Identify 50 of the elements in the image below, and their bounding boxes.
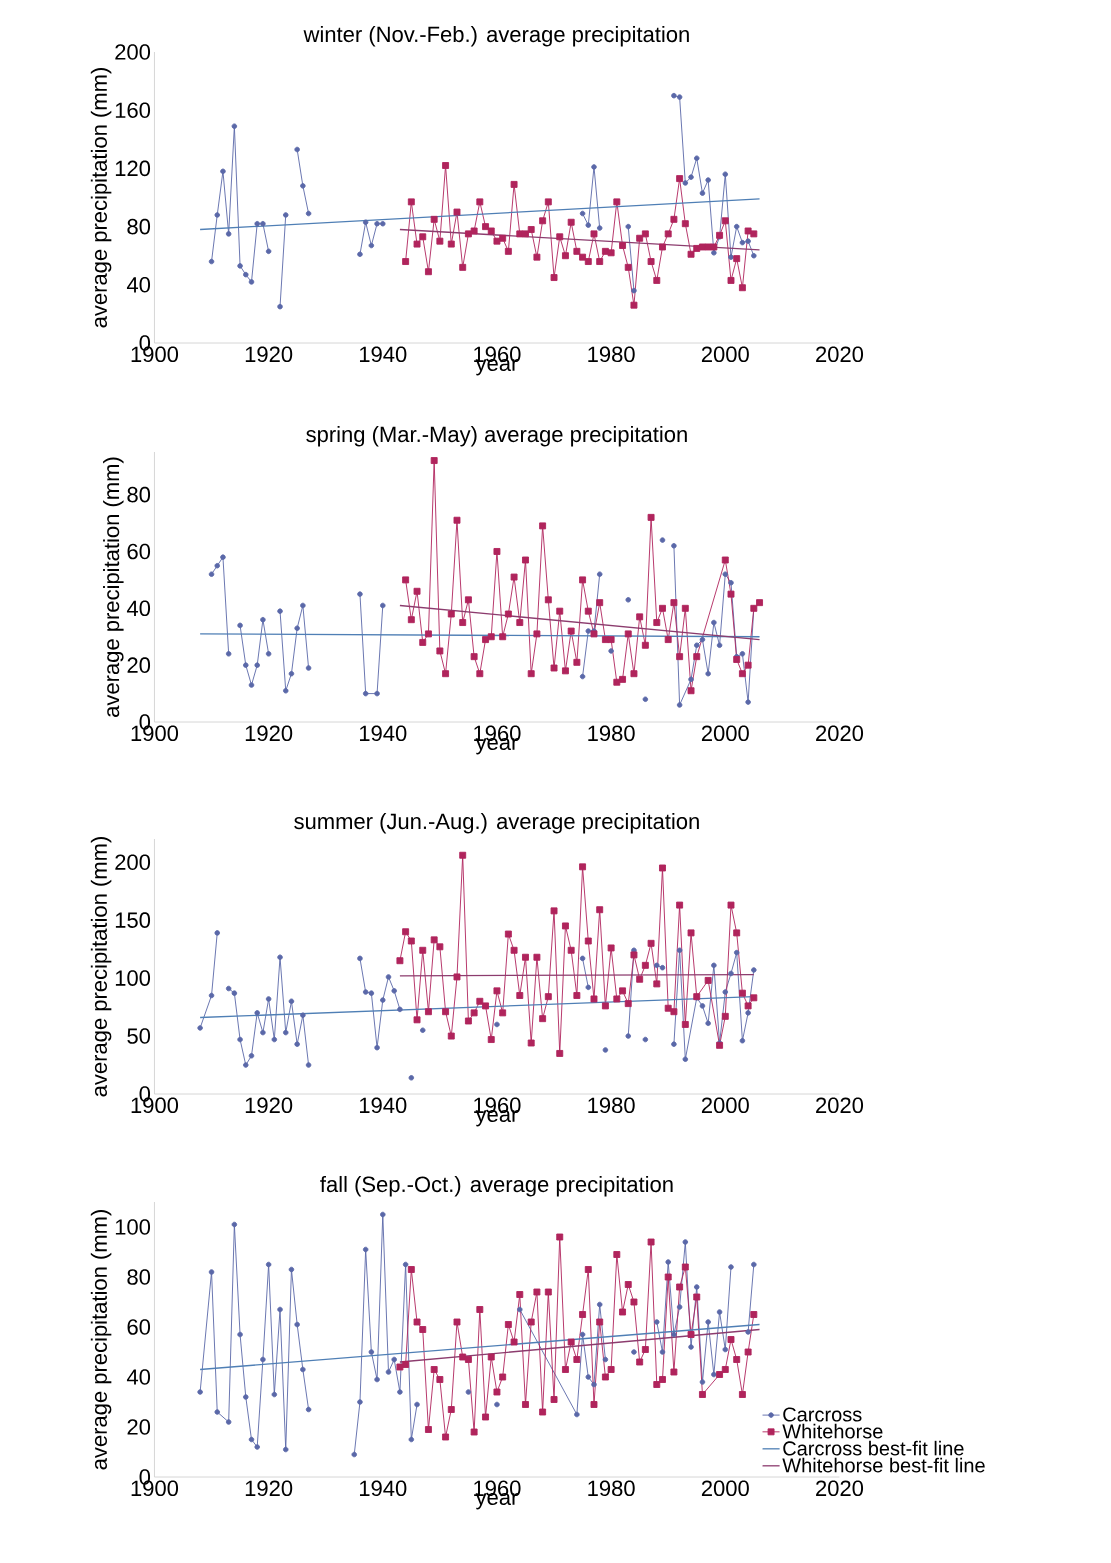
x-tick-label: 2000 (701, 1480, 749, 1497)
y-tick-label: 50 (127, 1028, 150, 1044)
x-tick-label: 1940 (359, 725, 407, 742)
x-tick-label: 1940 (359, 1480, 407, 1497)
legend-label: Whitehorse best-fit line (782, 1457, 985, 1473)
y-axis-title: average precipitation (mm) (90, 837, 112, 1097)
y-tick-label: 100 (115, 970, 150, 986)
x-tick-label: 1920 (245, 1097, 292, 1114)
y-tick-label: 200 (115, 44, 150, 60)
x-tick-label: 1920 (245, 346, 292, 363)
chart-title: spring (Mar.-May) average precipitation (305, 425, 687, 447)
y-tick-label: 60 (127, 1319, 150, 1335)
y-tick-label: 40 (126, 277, 150, 293)
x-tick-label: 1940 (359, 346, 407, 363)
x-tick-label: 2000 (701, 1097, 749, 1114)
y-tick-label: 80 (127, 218, 150, 235)
chart-title: summer (Jun.-Aug.) average precipitation (293, 812, 699, 834)
x-tick-label: 1980 (588, 1480, 635, 1497)
x-tick-label: 2020 (815, 346, 863, 363)
y-tick-label: 160 (115, 102, 150, 118)
y-tick-label: 20 (127, 1419, 150, 1435)
x-tick-label: 2020 (815, 1097, 863, 1114)
y-tick-label: 120 (115, 160, 150, 177)
legend-label: Carcross best-fit line (783, 1440, 964, 1456)
y-tick-label: 60 (127, 543, 150, 560)
legend-label: Carcross (783, 1407, 862, 1422)
x-tick-label: 2000 (701, 346, 749, 363)
x-tick-label: 1980 (588, 725, 635, 742)
y-tick-label: 20 (127, 657, 150, 673)
y-tick-label: 40 (126, 600, 150, 617)
y-tick-label: 100 (115, 1219, 150, 1235)
legend-label: Whitehorse (782, 1423, 883, 1439)
y-tick-label: 80 (127, 486, 150, 503)
x-tick-label: 2000 (701, 725, 749, 742)
y-tick-label: 150 (115, 912, 150, 928)
x-tick-label: 1920 (245, 725, 292, 742)
chart-title: winter (Nov.-Feb.) average precipitation (303, 25, 689, 47)
y-axis-title: average precipitation (mm) (102, 457, 124, 717)
x-tick-label: 1980 (588, 1097, 635, 1114)
x-tick-label: 1940 (359, 1097, 407, 1114)
x-tick-label: 2020 (815, 1480, 863, 1497)
y-tick-label: 40 (126, 1369, 150, 1385)
y-tick-label: 80 (127, 1269, 150, 1285)
chart-title: fall (Sep.-Oct.) average precipitation (319, 1175, 673, 1197)
y-axis-title: average precipitation (mm) (90, 1210, 112, 1470)
y-tick-label: 200 (115, 854, 150, 870)
x-tick-label: 1920 (245, 1480, 292, 1497)
y-axis-title: average precipitation (mm) (90, 68, 112, 328)
x-tick-label: 2020 (815, 725, 863, 742)
x-tick-label: 1980 (588, 346, 635, 363)
